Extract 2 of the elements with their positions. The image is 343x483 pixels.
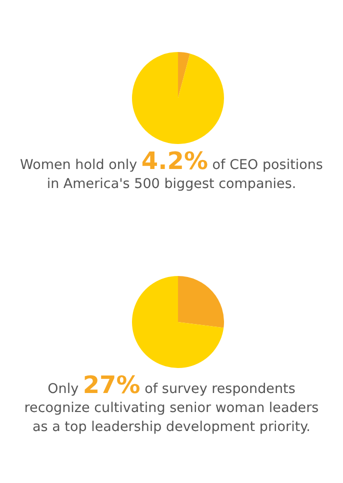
text: Only 27% of survey respondents recognize cultivating senior woman leaders as a top leadership development priority. (23, 371, 320, 437)
text: Women hold only 4.2% of CEO positions in America's 500 biggest companies. (20, 147, 323, 194)
